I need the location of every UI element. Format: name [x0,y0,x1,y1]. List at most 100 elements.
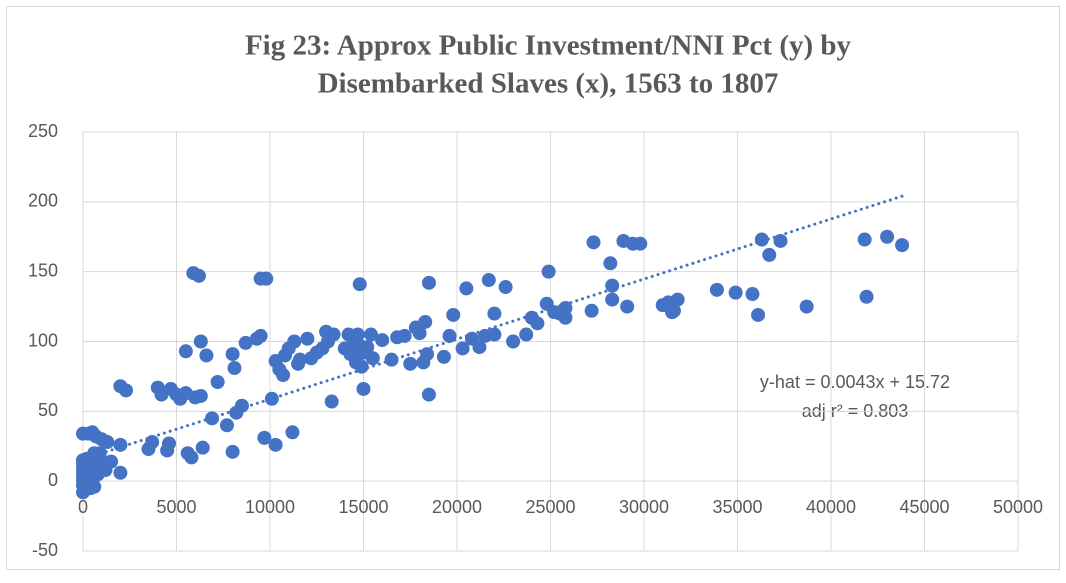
chart-title: Fig 23: Approx Public Investment/NNI Pct… [245,30,852,62]
point [350,327,365,342]
point [113,465,128,480]
x-tick-label: 25000 [525,497,575,517]
y-tick-label: 250 [28,121,58,141]
point [234,398,249,413]
x-tick-label: 35000 [712,497,762,517]
point [412,326,427,341]
point [403,356,418,371]
point [356,381,371,396]
point [605,278,620,293]
point [113,437,128,452]
point [455,341,470,356]
point [210,375,225,390]
annotation: adj r² = 0.803 [802,401,909,421]
point [859,289,874,304]
point [421,387,436,402]
point [397,328,412,343]
point [519,327,534,342]
point [291,356,306,371]
y-tick-label: 150 [28,260,58,280]
point [365,351,380,366]
x-tick-label: 40000 [806,497,856,517]
point [219,418,234,433]
point [354,359,369,374]
point [895,238,910,253]
y-tick-label: 100 [28,330,58,350]
y-tick-label: 200 [28,191,58,211]
x-tick-label: 50000 [993,497,1043,517]
point [193,334,208,349]
point [558,310,573,325]
point [633,236,648,251]
y-tick-label: -50 [32,540,58,560]
chart-title: Disembarked Slaves (x), 1563 to 1807 [318,68,779,100]
point [375,333,390,348]
point [253,328,268,343]
point [436,349,451,364]
point [268,437,283,452]
point [352,277,367,292]
point [603,256,618,271]
point [199,348,214,363]
point [238,335,253,350]
point [360,340,375,355]
point [670,292,685,307]
point [363,327,378,342]
point [420,347,435,362]
point [762,247,777,262]
x-tick-label: 10000 [245,497,295,517]
point [83,481,98,496]
point [472,340,487,355]
point [326,327,341,342]
point [162,436,177,451]
point [799,299,814,314]
point [287,334,302,349]
point [264,391,279,406]
point [506,334,521,349]
point [193,388,208,403]
point [227,361,242,376]
point [257,430,272,445]
x-tick-label: 0 [78,497,88,517]
point [558,300,573,315]
point [751,307,766,322]
x-tick-label: 45000 [899,497,949,517]
point [442,328,457,343]
y-tick-label: 0 [48,470,58,490]
point [300,331,315,346]
point [276,368,291,383]
point [541,264,556,279]
annotation: y-hat = 0.0043x + 15.72 [760,372,950,392]
point [285,425,300,440]
point [184,450,199,465]
point [178,344,193,359]
x-tick-label: 5000 [156,497,196,517]
point [773,233,788,248]
point [481,273,496,288]
point [446,307,461,322]
point [324,394,339,409]
point [487,327,502,342]
point [586,235,601,250]
point [620,299,635,314]
point [195,440,210,455]
x-tick-label: 15000 [338,497,388,517]
point [530,316,545,331]
point [709,282,724,297]
point [459,281,474,296]
x-tick-label: 30000 [619,497,669,517]
point [100,435,115,450]
point [421,275,436,290]
point [259,271,274,286]
point [418,314,433,329]
point [191,268,206,283]
point [754,232,769,247]
point [880,229,895,244]
point [225,347,240,362]
point [119,383,134,398]
x-tick-label: 20000 [432,497,482,517]
point [584,303,599,318]
point [745,287,760,302]
y-tick-label: 50 [38,400,58,420]
chart-frame [6,6,1060,570]
